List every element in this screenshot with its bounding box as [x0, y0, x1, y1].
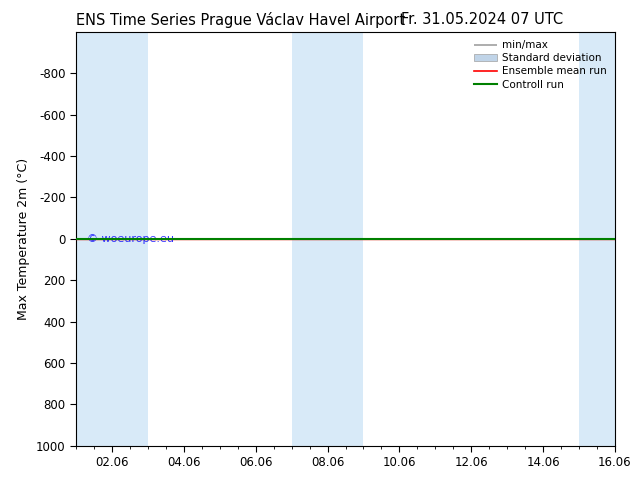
Text: Fr. 31.05.2024 07 UTC: Fr. 31.05.2024 07 UTC — [401, 12, 563, 27]
Bar — [292, 32, 363, 446]
Text: ENS Time Series Prague Václav Havel Airport: ENS Time Series Prague Václav Havel Airp… — [76, 12, 406, 28]
Text: © woeurope.eu: © woeurope.eu — [87, 234, 174, 244]
Bar — [76, 32, 148, 446]
Bar — [579, 32, 615, 446]
Legend: min/max, Standard deviation, Ensemble mean run, Controll run: min/max, Standard deviation, Ensemble me… — [470, 36, 611, 94]
Y-axis label: Max Temperature 2m (°C): Max Temperature 2m (°C) — [18, 158, 30, 320]
